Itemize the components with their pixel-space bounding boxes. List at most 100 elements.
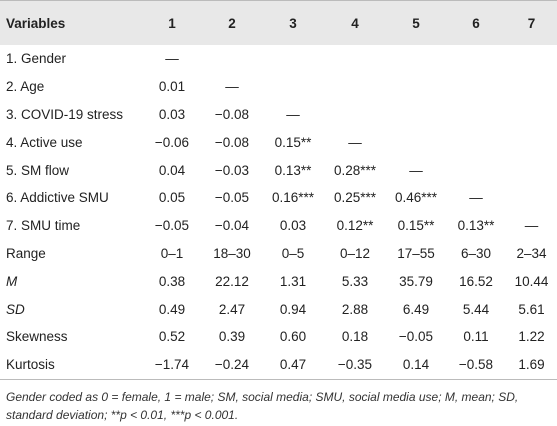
table-cell: 0.13** [274, 162, 312, 178]
header-cell: 4 [324, 0, 386, 45]
row-label: 4. Active use [6, 134, 83, 150]
table-cell: 0.94 [279, 301, 307, 317]
row-label: Skewness [6, 329, 68, 345]
row-label: Kurtosis [0, 350, 142, 380]
table-cell [446, 45, 506, 73]
table-cell [262, 45, 324, 73]
table-cell [446, 156, 506, 184]
table-row: Range 0–1 18–30 0–5 0–12 17–55 6–30 2–34 [0, 240, 557, 268]
table-cell: −0.05 [398, 329, 434, 345]
row-label: 6. Addictive SMU [6, 190, 109, 206]
table-cell: −0.03 [214, 162, 250, 178]
table-cell: 0.05 [158, 190, 186, 206]
table-cell: 0.60 [279, 329, 307, 345]
row-label: SD [6, 301, 25, 317]
header-cell: 1 [142, 0, 202, 45]
table-cell: 0.15** [274, 134, 312, 150]
table-cell [506, 73, 557, 101]
table-cell: — [348, 134, 362, 150]
table-row: 6. Addictive SMU 0.05 −0.05 0.16*** 0.25*** 0… [0, 184, 557, 212]
table-cell: 0.12** [336, 218, 374, 234]
table-cell [386, 101, 446, 129]
header-cell: 3 [262, 0, 324, 45]
row-label: Range [6, 245, 46, 261]
table-cell: −0.05 [214, 190, 250, 206]
table-cell: −0.06 [154, 134, 190, 150]
table-cell: 0.13** [457, 218, 495, 234]
table-cell [262, 73, 324, 101]
table-cell [324, 101, 386, 129]
table-cell: 16.52 [459, 273, 493, 289]
row-label: 3. COVID-19 stress [6, 106, 124, 122]
table-cell: 1.22 [518, 329, 545, 345]
table-cell: −0.35 [324, 350, 386, 380]
table-cell: 0.39 [218, 329, 246, 345]
table-cell: 0.52 [158, 329, 186, 345]
table-cell: 0.16*** [271, 190, 315, 206]
table-cell: 0.47 [262, 350, 324, 380]
table-row: Skewness 0.52 0.39 0.60 0.18 −0.05 0.11 1.22 [0, 323, 557, 351]
table-cell [506, 156, 557, 184]
table-cell [324, 73, 386, 101]
table-row: 2. Age 0.01 — [0, 73, 557, 101]
table-cell: 10.44 [514, 273, 549, 289]
table-cell: 1.69 [506, 350, 557, 380]
table-cell: 17–55 [397, 245, 435, 261]
table-cell: 0.01 [158, 79, 186, 95]
table-cell: 0.25*** [333, 190, 377, 206]
table-cell: 0.03 [279, 218, 307, 234]
table-cell: 6.49 [402, 301, 430, 317]
table-row: 1. Gender — [0, 45, 557, 73]
table-cell: 2.88 [341, 301, 369, 317]
table-cell: 5.61 [518, 301, 545, 317]
table-cell: 0.49 [158, 301, 186, 317]
table-cell: — [524, 218, 539, 234]
table-cell [446, 73, 506, 101]
table-cell [324, 45, 386, 73]
table-cell: 0–1 [160, 245, 184, 261]
table-cell: 35.79 [399, 273, 433, 289]
table-cell [506, 101, 557, 129]
table-cell: 2.47 [218, 301, 246, 317]
header-cell: 6 [446, 0, 506, 45]
table-cell: 0.15** [397, 218, 435, 234]
table-cell: — [225, 79, 239, 95]
table-cell: — [286, 106, 300, 122]
table-cell: 0.14 [386, 350, 446, 380]
table-cell: −1.74 [142, 350, 202, 380]
table-cell: 0.18 [341, 329, 369, 345]
table-cell: 0–12 [339, 245, 371, 261]
table-cell: −0.04 [214, 218, 250, 234]
correlation-table: Variables 1 2 3 4 5 6 7 1. Gender — 2. Age 0.01 — 3.… [0, 0, 557, 380]
table-cell: 0.04 [158, 162, 186, 178]
table-cell: 0.11 [463, 329, 489, 345]
table-cell [506, 128, 557, 156]
table-cell: 18–30 [213, 245, 251, 261]
table-cell [446, 128, 506, 156]
table-cell: 0.28*** [333, 162, 377, 178]
table-cell: 1.31 [279, 273, 307, 289]
header-cell: 7 [506, 0, 557, 45]
table-cell [386, 128, 446, 156]
table-cell [446, 101, 506, 129]
row-label: 7. SMU time [6, 218, 81, 234]
header-row: Variables 1 2 3 4 5 6 7 [0, 0, 557, 45]
table-cell [386, 45, 446, 73]
table-cell: 5.44 [462, 301, 490, 317]
header-cell: 2 [202, 0, 262, 45]
table-cell [506, 45, 557, 73]
table-cell: −0.58 [446, 350, 506, 380]
row-label: M [6, 273, 18, 289]
footnote: Gender coded as 0 = female, 1 = male; SM… [6, 389, 519, 422]
table-cell: 2–34 [516, 245, 547, 261]
header-cell: 5 [386, 0, 446, 45]
table-cell: −0.05 [154, 218, 190, 234]
row-label: 2. Age [6, 79, 45, 95]
table-cell: −0.24 [202, 350, 262, 380]
table-cell: −0.08 [214, 106, 250, 122]
table-cell: 0.03 [158, 106, 186, 122]
table-cell: — [165, 51, 179, 67]
row-label: 5. SM flow [6, 162, 70, 178]
table-cell: 0.38 [158, 273, 186, 289]
